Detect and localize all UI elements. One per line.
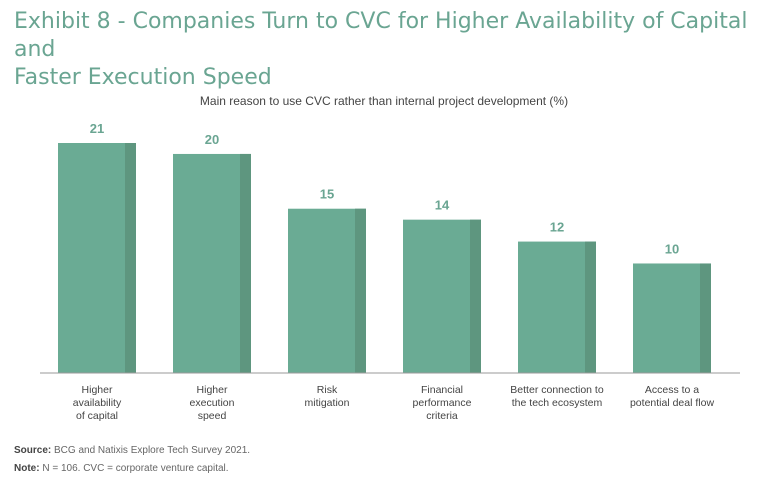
data-label-1: 20	[205, 132, 219, 147]
note-label: Note:	[14, 463, 40, 474]
bar-3	[403, 219, 481, 373]
category-label-1: Higher execution speed	[190, 384, 235, 422]
source-text: BCG and Natixis Explore Tech Survey 2021…	[51, 445, 251, 456]
footnote: Note: N = 106. CVC = corporate venture c…	[14, 463, 229, 474]
category-label-4: Better connection to the tech ecosystem	[510, 384, 604, 409]
data-label-0: 21	[90, 121, 104, 136]
bar-shade-2	[355, 208, 366, 373]
chart-title: Exhibit 8 - Companies Turn to CVC for Hi…	[14, 8, 754, 92]
category-label-2: Risk mitigation	[305, 384, 350, 409]
bar-shade-0	[125, 143, 136, 373]
bars-group: 21 20 15 14 12 10	[58, 121, 711, 373]
data-label-3: 14	[435, 198, 450, 213]
data-label-5: 10	[665, 241, 679, 256]
source-label: Source:	[14, 445, 52, 456]
bar-2	[288, 208, 366, 373]
data-label-4: 12	[550, 220, 564, 235]
bar-5	[633, 263, 711, 373]
bar-shade-1	[240, 153, 251, 373]
source-note: Source: BCG and Natixis Explore Tech Sur…	[14, 445, 250, 456]
bar-shade-3	[470, 219, 481, 373]
note-text: N = 106. CVC = corporate venture capital…	[39, 463, 229, 474]
category-labels-group: Higher availability of capital Higher execut…	[73, 384, 715, 422]
bar-shade-4	[585, 241, 596, 373]
category-label-5: Access to a potential deal flow	[630, 384, 714, 409]
category-label-3: Financial performance criteria	[413, 384, 472, 422]
category-label-0: Higher availability of capital	[73, 384, 122, 422]
bar-4	[518, 241, 596, 373]
data-label-2: 15	[320, 187, 334, 202]
chart-title-line-1: Exhibit 8 - Companies Turn to CVC for Hi…	[14, 9, 748, 62]
chart-subtitle: Main reason to use CVC rather than inter…	[199, 94, 569, 108]
bar-1	[173, 153, 251, 373]
bar-0	[58, 143, 136, 373]
chart-title-line-2: Faster Execution Speed	[14, 65, 272, 90]
bar-shade-5	[700, 263, 711, 373]
